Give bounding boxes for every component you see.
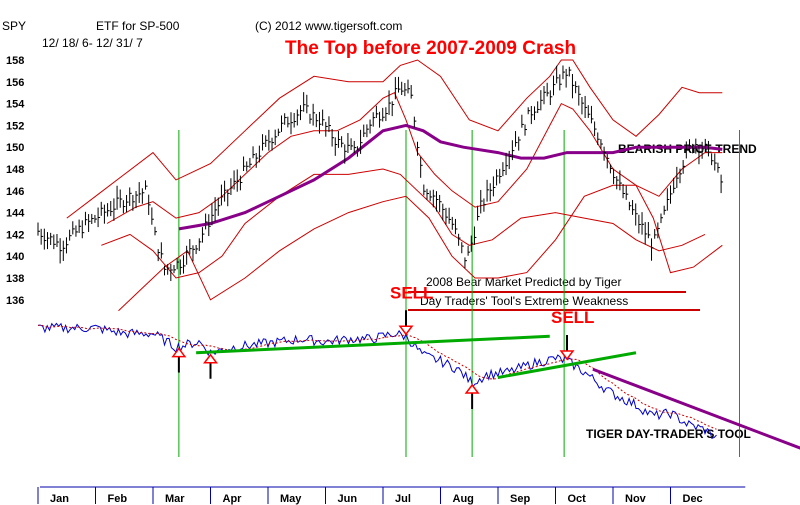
x-tick-label: Dec bbox=[683, 493, 703, 505]
y-tick-label: 150 bbox=[6, 142, 24, 154]
y-tick-label: 152 bbox=[6, 120, 24, 132]
annotation-line-2: Day Traders' Tool's Extreme Weakness bbox=[420, 294, 628, 308]
y-tick-label: 156 bbox=[6, 77, 24, 89]
indicator-line bbox=[37, 322, 717, 439]
y-tick-label: 136 bbox=[6, 295, 24, 307]
buy-arrow-head bbox=[171, 347, 187, 358]
buy-arrow-head bbox=[464, 383, 480, 394]
x-tick-label: Jun bbox=[338, 493, 358, 505]
ticker-label: SPY bbox=[2, 19, 26, 33]
x-tick-label: Jul bbox=[395, 493, 411, 505]
moving-average-line bbox=[178, 123, 723, 231]
date-range: 12/ 18/ 6- 12/ 31/ 7 bbox=[42, 36, 143, 50]
band-line bbox=[66, 59, 723, 219]
buy-arrow-head bbox=[203, 353, 218, 364]
tool-label: TIGER DAY-TRADER'S TOOL bbox=[586, 427, 751, 441]
x-tick-label: May bbox=[280, 493, 302, 505]
sell-signal-label: SELL bbox=[390, 283, 433, 302]
y-tick-label: 146 bbox=[6, 186, 24, 198]
band-line bbox=[101, 168, 706, 279]
y-tick-label: 142 bbox=[6, 229, 24, 241]
y-tick-label: 140 bbox=[6, 251, 24, 263]
x-tick-label: Feb bbox=[108, 493, 128, 505]
trendline bbox=[196, 334, 550, 355]
x-tick-label: Aug bbox=[453, 493, 474, 505]
y-tick-label: 158 bbox=[6, 55, 24, 67]
annotation-line-1: 2008 Bear Market Predicted by Tiger bbox=[426, 275, 621, 289]
signals-layer: SELL SELL bbox=[171, 283, 594, 409]
x-tick-label: Oct bbox=[568, 493, 587, 505]
y-tick-label: 148 bbox=[6, 164, 24, 176]
etf-subtitle: ETF for SP-500 bbox=[96, 19, 180, 33]
x-tick-label: Mar bbox=[165, 493, 185, 505]
y-tick-label: 154 bbox=[6, 99, 25, 111]
trendline bbox=[592, 367, 800, 450]
trendline bbox=[497, 351, 637, 379]
bearish-trend-label: BEARISH PRICE TREND bbox=[618, 142, 757, 156]
copyright-text: (C) 2012 www.tigersoft.com bbox=[255, 19, 402, 33]
sell-arrow-head bbox=[559, 350, 575, 361]
sell-arrow-head bbox=[398, 325, 414, 336]
x-tick-label: Jan bbox=[50, 493, 69, 505]
band-line bbox=[118, 184, 723, 312]
x-tick-label: Nov bbox=[625, 493, 647, 505]
x-tick-label: Sep bbox=[510, 493, 530, 505]
chart-title: The Top before 2007-2009 Crash bbox=[285, 38, 576, 59]
x-tick-label: Apr bbox=[223, 493, 243, 505]
sell-signal-label: SELL bbox=[551, 308, 594, 327]
y-tick-label: 138 bbox=[6, 273, 24, 285]
plot-area: 136 138 140 142 144 146 148 150 152 154 156 158 Jan F… bbox=[6, 55, 800, 505]
y-tick-label: 144 bbox=[6, 208, 25, 220]
